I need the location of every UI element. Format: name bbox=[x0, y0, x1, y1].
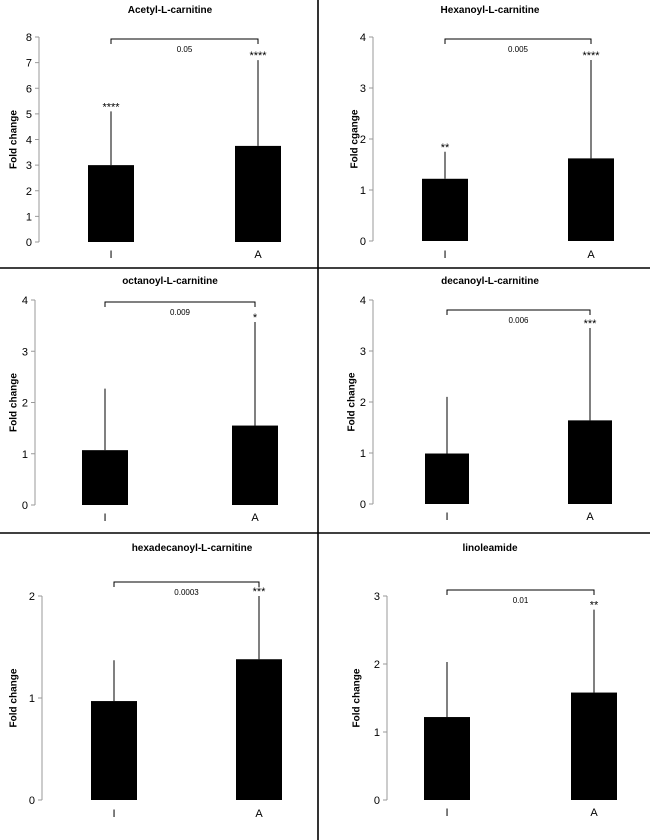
bar-A bbox=[568, 158, 614, 241]
x-category-label: A bbox=[586, 511, 594, 523]
y-tick-label: 4 bbox=[26, 135, 32, 147]
chart-title: Hexanoyl-L-carnitine bbox=[441, 5, 540, 16]
y-axis-label: Fold change bbox=[9, 110, 20, 169]
significance-stars: * bbox=[253, 312, 258, 324]
y-tick-label: 3 bbox=[374, 591, 380, 603]
y-tick-label: 3 bbox=[26, 160, 32, 172]
y-tick-label: 2 bbox=[374, 659, 380, 671]
y-tick-label: 4 bbox=[360, 32, 366, 44]
y-axis-label: Fold change bbox=[9, 373, 20, 432]
x-category-label: I bbox=[445, 807, 448, 819]
chart-title: Acetyl-L-carnitine bbox=[128, 5, 213, 16]
chart-panel-4: decanoyl-L-carnitine Fold change 0 1 2 3 4 I ***… bbox=[347, 276, 612, 523]
y-tick-label: 4 bbox=[360, 295, 366, 307]
bar-A bbox=[568, 420, 612, 504]
x-category-label: I bbox=[112, 808, 115, 820]
x-category-label: I bbox=[109, 249, 112, 261]
chart-panel-2: Hexanoyl-L-carnitine Fold cgange 0 1 2 3 4 ** I *… bbox=[350, 5, 614, 261]
chart-title: linoleamide bbox=[462, 543, 517, 554]
y-tick-label: 8 bbox=[26, 32, 32, 44]
x-category-label: I bbox=[443, 249, 446, 261]
significance-bracket bbox=[446, 589, 595, 595]
significance-bracket bbox=[113, 581, 260, 587]
y-tick-label: 1 bbox=[26, 211, 32, 223]
y-tick-label: 2 bbox=[29, 591, 35, 603]
y-axis-label: Fold change bbox=[347, 372, 358, 431]
y-tick-label: 6 bbox=[26, 83, 32, 95]
chart-title: hexadecanoyl-L-carnitine bbox=[132, 543, 253, 554]
bar-I bbox=[91, 701, 137, 800]
x-category-label: A bbox=[587, 249, 595, 261]
y-tick-label: 3 bbox=[360, 346, 366, 358]
bar-A bbox=[571, 692, 617, 800]
p-value-label: 0.005 bbox=[508, 45, 529, 54]
y-tick-label: 2 bbox=[360, 134, 366, 146]
p-value-label: 0.006 bbox=[508, 316, 529, 325]
significance-bracket bbox=[110, 38, 259, 44]
significance-stars: **** bbox=[582, 50, 600, 62]
significance-stars: **** bbox=[102, 101, 120, 113]
y-tick-label: 2 bbox=[26, 186, 32, 198]
p-value-label: 0.05 bbox=[177, 45, 193, 54]
y-tick-label: 1 bbox=[29, 693, 35, 705]
y-tick-label: 4 bbox=[22, 295, 28, 307]
y-tick-label: 0 bbox=[374, 795, 380, 807]
chart-panel-3: octanoyl-L-carnitine Fold change 0 1 2 3 4 I * A 0… bbox=[9, 276, 278, 524]
significance-stars: *** bbox=[584, 318, 598, 330]
y-tick-label: 0 bbox=[360, 236, 366, 248]
y-tick-label: 1 bbox=[360, 185, 366, 197]
y-tick-label: 1 bbox=[360, 448, 366, 460]
y-tick-label: 3 bbox=[360, 83, 366, 95]
y-tick-label: 0 bbox=[22, 500, 28, 512]
chart-title: octanoyl-L-carnitine bbox=[122, 276, 218, 287]
bar-I bbox=[424, 717, 470, 800]
significance-bracket bbox=[446, 309, 591, 315]
y-axis-label: Fold change bbox=[9, 668, 20, 727]
p-value-label: 0.0003 bbox=[174, 588, 199, 597]
y-tick-label: 0 bbox=[26, 237, 32, 249]
y-axis-label: Fold cgange bbox=[350, 109, 361, 168]
bar-A bbox=[236, 659, 282, 800]
bar-A bbox=[232, 425, 278, 505]
p-value-label: 0.01 bbox=[513, 596, 529, 605]
x-category-label: I bbox=[103, 512, 106, 524]
y-tick-label: 7 bbox=[26, 58, 32, 70]
y-axis-label: Fold change bbox=[352, 668, 363, 727]
y-tick-label: 0 bbox=[360, 499, 366, 511]
y-tick-label: 1 bbox=[374, 727, 380, 739]
x-category-label: A bbox=[255, 808, 263, 820]
significance-bracket bbox=[444, 38, 592, 44]
y-tick-label: 0 bbox=[29, 795, 35, 807]
significance-stars: ** bbox=[590, 600, 599, 612]
significance-stars: *** bbox=[253, 586, 267, 598]
chart-panel-5: hexadecanoyl-L-carnitine Fold change 0 1 2 I *… bbox=[9, 543, 282, 820]
significance-stars: **** bbox=[249, 50, 267, 62]
bar-I bbox=[425, 453, 469, 504]
significance-bracket bbox=[104, 301, 256, 307]
x-category-label: A bbox=[254, 249, 262, 261]
bar-A bbox=[235, 145, 281, 242]
chart-panel-1: Acetyl-L-carnitine Fold change 0 1 2 3 4 5 6 7 8 **… bbox=[9, 5, 281, 261]
y-tick-label: 2 bbox=[22, 398, 28, 410]
bar-I bbox=[82, 450, 128, 505]
y-tick-label: 3 bbox=[22, 346, 28, 358]
x-category-label: I bbox=[445, 511, 448, 523]
x-category-label: A bbox=[590, 807, 598, 819]
p-value-label: 0.009 bbox=[170, 308, 191, 317]
bar-I bbox=[422, 178, 468, 241]
y-tick-label: 2 bbox=[360, 397, 366, 409]
y-tick-label: 5 bbox=[26, 109, 32, 121]
x-category-label: A bbox=[251, 512, 259, 524]
significance-stars: ** bbox=[441, 142, 450, 154]
bar-I bbox=[88, 165, 134, 242]
y-tick-label: 1 bbox=[22, 449, 28, 461]
chart-title: decanoyl-L-carnitine bbox=[441, 276, 539, 287]
chart-panel-6: linoleamide Fold change 0 1 2 3 I ** A 0.01 bbox=[352, 543, 617, 819]
